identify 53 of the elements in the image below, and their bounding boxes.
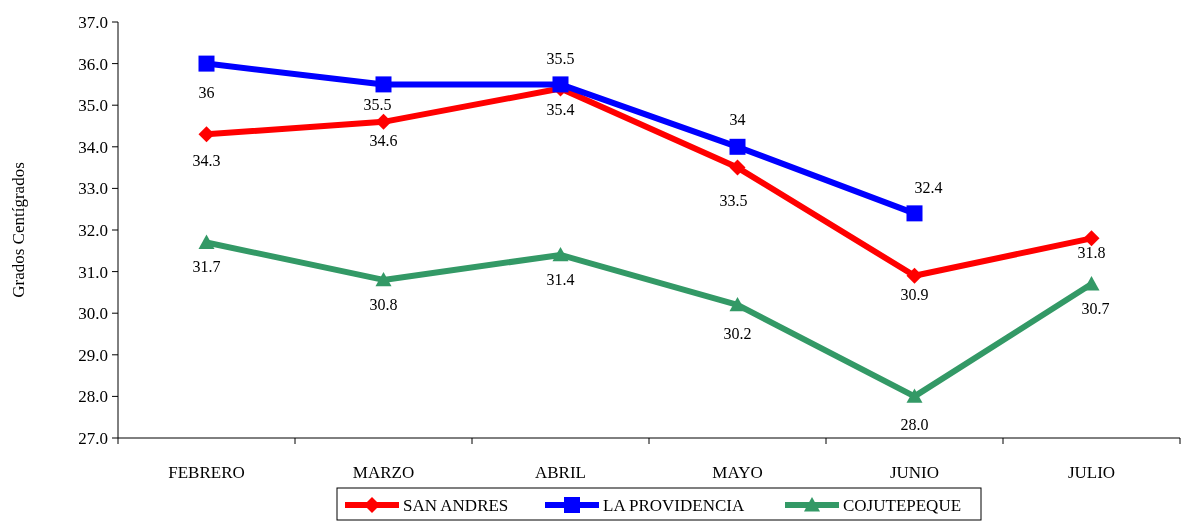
data-label: 31.4 [546,270,575,288]
y-tick-label: 35.0 [78,96,108,116]
point [375,76,392,93]
data-label: 33.5 [719,191,748,209]
point [198,55,215,72]
data-label: 30.9 [900,285,929,303]
data-label: 31.7 [192,258,221,276]
point [375,271,392,287]
x-tick-label: JUNIO [889,463,940,482]
point [198,126,215,143]
y-tick-label: 31.0 [78,262,108,282]
y-tick-label: 34.0 [78,137,108,157]
y-tick-label: 30.0 [78,304,108,324]
point [375,113,392,130]
y-tick-label: 33.0 [78,179,108,199]
point [906,267,923,284]
x-tick-label: MARZO [352,463,415,482]
point [906,388,923,403]
y-tick-label: 28.0 [78,387,108,407]
y-tick-label: 29.0 [78,345,108,365]
point [729,159,746,176]
data-label: 34.3 [192,152,221,170]
data-label: 30.7 [1081,300,1110,318]
data-label: 35.5 [363,96,392,114]
x-tick-label: FEBRERO [168,463,245,482]
point [552,76,569,93]
data-label: 30.2 [723,324,752,342]
data-label: 32.4 [914,179,943,197]
x-tick-label: JULIO [1067,463,1116,482]
point [729,296,746,312]
legend-label: COJUTEPEQUE [843,495,962,515]
data-label: 36 [198,83,215,101]
x-tick-label: ABRIL [535,463,586,482]
data-label: 34.6 [369,131,398,149]
x-tick-label: MAYO [712,463,763,482]
data-label: 35.4 [546,100,575,118]
y-axis-title: Grados Centígrados [9,162,28,298]
point [1083,230,1100,247]
data-label: 35.5 [546,50,575,68]
y-tick-label: 36.0 [78,54,108,74]
point [552,246,569,262]
point [906,205,923,222]
y-tick-label: 37.0 [78,12,108,32]
data-label: 28.0 [900,416,929,434]
point [729,138,746,155]
legend-label: SAN ANDRES [403,495,509,515]
data-label: 30.8 [369,295,398,313]
legend-label: LA PROVIDENCIA [603,495,745,515]
point [198,234,215,249]
y-tick-label: 27.0 [78,428,108,448]
data-label: 31.8 [1077,244,1106,262]
data-label: 34 [729,110,746,128]
y-tick-label: 32.0 [78,220,108,240]
